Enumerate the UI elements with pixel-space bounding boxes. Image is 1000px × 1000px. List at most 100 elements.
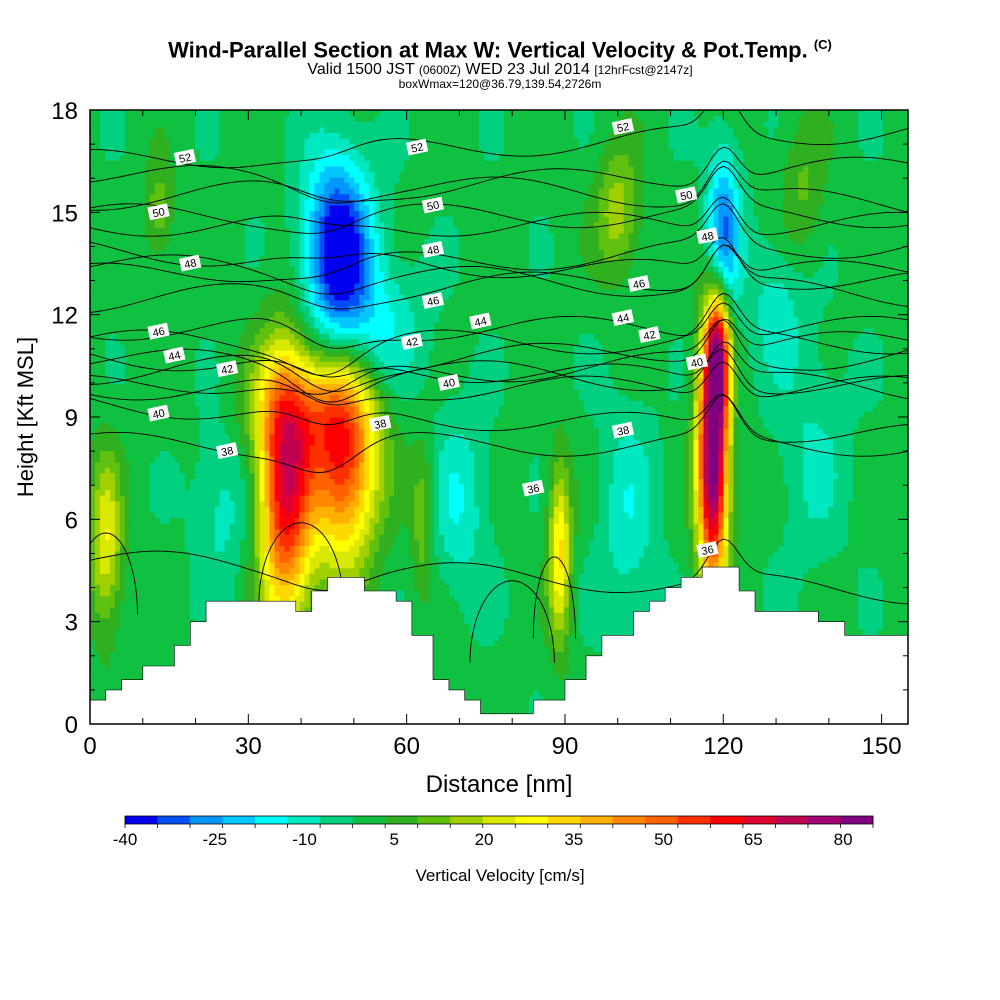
velocity-cell xyxy=(214,232,221,239)
velocity-cell xyxy=(234,299,241,306)
velocity-cell xyxy=(104,126,111,133)
velocity-cell xyxy=(279,578,286,586)
velocity-cell xyxy=(269,149,276,156)
velocity-cell xyxy=(254,249,261,256)
velocity-cell xyxy=(194,271,201,279)
velocity-cell xyxy=(114,456,121,463)
velocity-cell xyxy=(279,411,286,418)
velocity-cell xyxy=(314,506,321,513)
velocity-cell xyxy=(109,160,116,167)
velocity-cell xyxy=(134,126,141,133)
velocity-cell xyxy=(124,573,131,580)
velocity-cell xyxy=(124,539,131,546)
velocity-cell xyxy=(294,338,301,346)
velocity-cell xyxy=(129,483,136,491)
velocity-cell xyxy=(249,506,256,513)
velocity-cell xyxy=(179,204,186,212)
velocity-cell xyxy=(119,160,126,167)
velocity-cell xyxy=(119,478,126,485)
velocity-cell xyxy=(189,422,196,429)
velocity-cell xyxy=(184,534,191,541)
velocity-cell xyxy=(134,617,141,625)
velocity-cell xyxy=(119,394,126,401)
velocity-cell xyxy=(119,316,126,323)
velocity-cell xyxy=(189,417,196,424)
velocity-cell xyxy=(134,132,141,139)
velocity-cell xyxy=(144,260,151,267)
velocity-cell xyxy=(254,271,261,279)
velocity-cell xyxy=(149,539,156,546)
velocity-cell xyxy=(244,417,251,424)
velocity-cell xyxy=(269,322,276,329)
velocity-cell xyxy=(134,249,141,256)
velocity-cell xyxy=(174,528,181,535)
velocity-cell xyxy=(309,333,316,340)
velocity-cell xyxy=(119,154,126,161)
velocity-cell xyxy=(90,550,96,558)
velocity-cell xyxy=(279,467,286,474)
velocity-cell xyxy=(229,350,236,357)
velocity-cell xyxy=(224,204,231,212)
velocity-cell xyxy=(129,216,136,223)
velocity-cell xyxy=(104,662,111,669)
velocity-cell xyxy=(90,595,96,602)
velocity-cell xyxy=(99,640,106,647)
velocity-cell xyxy=(229,227,236,234)
velocity-cell xyxy=(279,428,286,435)
velocity-cell xyxy=(244,121,251,128)
velocity-cell xyxy=(274,338,281,346)
velocity-cell xyxy=(129,573,136,580)
velocity-cell xyxy=(239,433,246,440)
velocity-cell xyxy=(239,539,246,546)
velocity-cell xyxy=(184,433,191,440)
velocity-cell xyxy=(214,523,221,530)
velocity-cell xyxy=(109,389,116,396)
velocity-cell xyxy=(159,361,166,368)
velocity-cell xyxy=(209,221,216,228)
velocity-cell xyxy=(159,567,166,574)
velocity-cell xyxy=(294,472,301,479)
velocity-cell xyxy=(104,606,111,613)
velocity-cell xyxy=(309,545,316,552)
velocity-cell xyxy=(104,545,111,552)
velocity-cell xyxy=(259,249,266,256)
velocity-cell xyxy=(234,255,241,262)
velocity-cell xyxy=(269,400,276,407)
velocity-cell xyxy=(209,478,216,485)
velocity-cell xyxy=(199,567,206,574)
velocity-cell xyxy=(289,556,296,563)
velocity-cell xyxy=(159,456,166,463)
velocity-cell xyxy=(224,277,231,284)
velocity-cell xyxy=(94,495,101,502)
velocity-cell xyxy=(284,550,291,558)
velocity-cell xyxy=(309,355,316,362)
velocity-cell xyxy=(299,333,306,340)
velocity-cell xyxy=(244,584,251,591)
velocity-cell xyxy=(194,478,201,485)
velocity-cell xyxy=(209,417,216,424)
velocity-cell xyxy=(104,534,111,541)
velocity-cell xyxy=(139,584,146,591)
velocity-cell xyxy=(129,283,136,290)
velocity-cell xyxy=(279,405,286,413)
velocity-cell xyxy=(264,545,271,552)
velocity-cell xyxy=(204,467,211,474)
velocity-cell xyxy=(104,299,111,306)
velocity-cell xyxy=(109,143,116,150)
velocity-cell xyxy=(209,277,216,284)
velocity-cell xyxy=(244,511,251,519)
velocity-cell xyxy=(124,322,131,329)
velocity-cell xyxy=(304,322,311,329)
velocity-cell xyxy=(90,506,96,513)
velocity-cell xyxy=(144,361,151,368)
velocity-cell xyxy=(179,590,186,597)
velocity-cell xyxy=(299,361,306,368)
velocity-cell xyxy=(264,126,271,133)
velocity-cell xyxy=(149,344,156,351)
velocity-cell xyxy=(284,204,291,212)
velocity-cell xyxy=(299,126,306,133)
velocity-cell xyxy=(284,199,291,206)
velocity-cell xyxy=(149,634,156,641)
velocity-cell xyxy=(159,539,166,546)
velocity-cell xyxy=(119,411,126,418)
